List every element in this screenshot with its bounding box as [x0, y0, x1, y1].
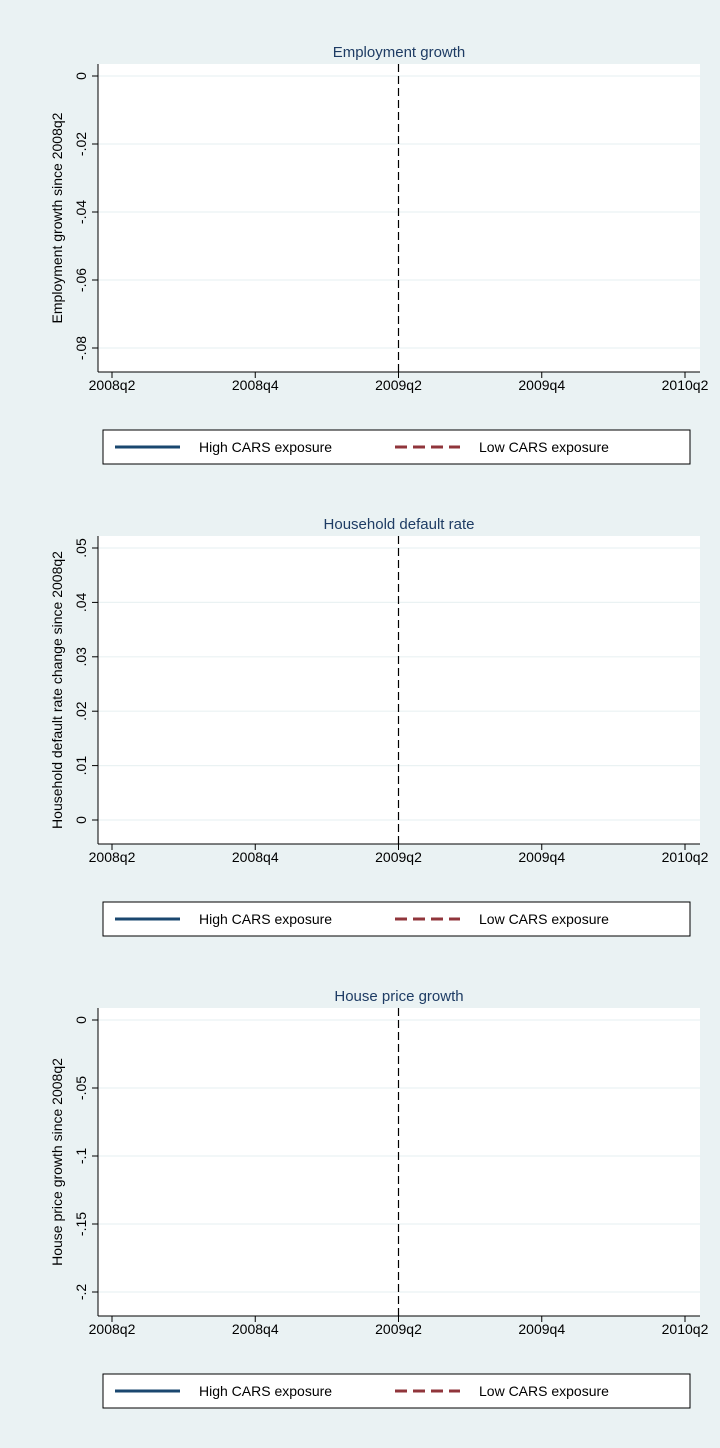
x-tick-label: 2010q2 [662, 1321, 709, 1337]
legend-label: High CARS exposure [199, 439, 332, 455]
x-tick-label: 2009q4 [518, 1321, 565, 1337]
legend-label: Low CARS exposure [479, 439, 609, 455]
legend-label: High CARS exposure [199, 1383, 332, 1399]
chart-title: House price growth [334, 988, 463, 1005]
x-tick-label: 2008q4 [232, 377, 279, 393]
y-tick-label: 0 [73, 72, 89, 80]
x-tick-label: 2009q4 [518, 849, 565, 865]
y-tick-label: .04 [73, 592, 89, 612]
y-tick-label: -.1 [73, 1148, 89, 1165]
y-tick-label: 0 [73, 816, 89, 824]
y-tick-label: .02 [73, 701, 89, 721]
y-tick-label: -.15 [73, 1212, 89, 1236]
x-tick-label: 2008q4 [232, 1321, 279, 1337]
chart-title: Employment growth [333, 44, 466, 61]
x-tick-label: 2009q2 [375, 849, 422, 865]
legend-label: Low CARS exposure [479, 1383, 609, 1399]
x-tick-label: 2010q2 [662, 849, 709, 865]
x-tick-label: 2008q4 [232, 849, 279, 865]
plot-area [98, 1008, 700, 1316]
y-tick-label: -.05 [73, 1076, 89, 1100]
y-tick-label: -.2 [73, 1284, 89, 1301]
y-axis-title: Household default rate change since 2008… [49, 551, 65, 829]
x-tick-label: 2008q2 [89, 849, 136, 865]
plot-area [98, 64, 700, 372]
x-tick-label: 2008q2 [89, 377, 136, 393]
y-tick-label: 0 [73, 1016, 89, 1024]
x-tick-label: 2009q4 [518, 377, 565, 393]
y-tick-label: -.08 [73, 336, 89, 360]
legend-label: Low CARS exposure [479, 911, 609, 927]
y-axis-title: Employment growth since 2008q2 [49, 112, 65, 323]
x-tick-label: 2010q2 [662, 377, 709, 393]
x-tick-label: 2009q2 [375, 377, 422, 393]
x-tick-label: 2009q2 [375, 1321, 422, 1337]
x-tick-label: 2008q2 [89, 1321, 136, 1337]
y-axis-title: House price growth since 2008q2 [49, 1058, 65, 1266]
y-tick-label: -.02 [73, 132, 89, 156]
y-tick-label: .03 [73, 647, 89, 667]
plot-area [98, 536, 700, 844]
y-tick-label: -.04 [73, 200, 89, 224]
y-tick-label: .01 [73, 756, 89, 776]
y-tick-label: -.06 [73, 268, 89, 292]
chart-title: Household default rate [324, 516, 475, 533]
legend-label: High CARS exposure [199, 911, 332, 927]
y-tick-label: .05 [73, 538, 89, 558]
